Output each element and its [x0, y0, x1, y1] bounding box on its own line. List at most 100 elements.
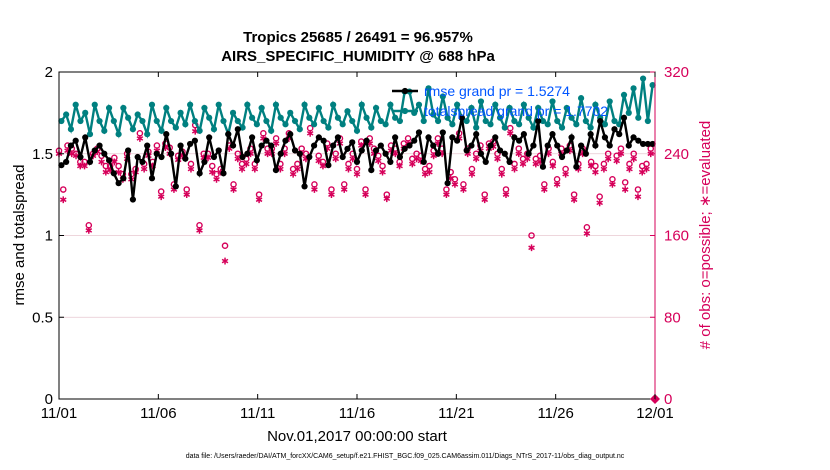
evaluated-obs-point — [596, 199, 603, 207]
totalspread-point — [430, 111, 437, 118]
totalspread-point — [415, 101, 423, 108]
totalspread-point — [191, 117, 198, 125]
evaluated-obs-point — [583, 230, 591, 237]
rmse-point — [244, 150, 251, 157]
y-tick-label: 0 — [45, 391, 53, 408]
evaluated-obs-point — [306, 129, 314, 137]
rmse-spread-series — [58, 75, 656, 203]
totalspread-point — [496, 114, 504, 121]
evaluated-obs-point — [621, 186, 629, 193]
rmse-point — [363, 137, 370, 144]
rmse-point — [463, 147, 470, 154]
rmse-point — [72, 137, 79, 144]
rmse-point — [554, 142, 561, 149]
rmse-point — [411, 137, 418, 144]
rmse-point — [253, 157, 260, 164]
evaluated-obs-point — [345, 165, 352, 173]
y-tick-label: 0.5 — [32, 309, 53, 326]
evaluated-obs-point — [383, 195, 391, 203]
rmse-point — [635, 137, 642, 144]
totalspread-point — [520, 101, 527, 108]
possible-obs-point — [592, 162, 599, 170]
totalspread-point — [358, 101, 365, 108]
evaluated-obs-point — [183, 191, 191, 199]
totalspread-point — [82, 109, 89, 116]
rmse-point — [449, 134, 456, 141]
evaluated-obs-point — [523, 155, 531, 163]
evaluated-obs-point — [549, 162, 557, 170]
rmse-point — [377, 142, 384, 149]
totalspread-point — [549, 98, 556, 105]
evaluated-obs-point — [409, 160, 416, 168]
rmse-point — [105, 157, 113, 164]
totalspread-point — [649, 81, 656, 89]
evaluated-obs-point — [511, 165, 518, 173]
possible-obs-point — [583, 224, 591, 231]
totalspread-point — [282, 121, 289, 128]
rmse-point — [597, 117, 604, 125]
evaluated-obs-point — [98, 158, 105, 166]
totalspread-point — [454, 101, 461, 108]
possible-obs-point — [208, 162, 216, 170]
rmse-point — [263, 137, 270, 144]
totalspread-point — [167, 117, 175, 125]
rmse-point — [239, 153, 246, 161]
rmse-point — [139, 158, 146, 166]
rmse-point — [82, 134, 89, 141]
rmse-point — [220, 170, 227, 177]
totalspread-point — [301, 101, 308, 108]
legend: rmse grand pr = 1.5274 totalspread grand … — [392, 83, 608, 119]
evaluated-obs-point — [374, 157, 382, 165]
rmse-point — [215, 147, 222, 154]
evaluated-obs-point — [187, 165, 195, 173]
evaluated-obs-point — [111, 158, 118, 166]
x-axis-label: Nov.01,2017 00:00:00 start — [267, 428, 448, 445]
rmse-point — [568, 134, 575, 141]
rmse-point — [501, 150, 508, 157]
x-tick-label: 12/01 — [636, 405, 674, 422]
rmse-point — [172, 183, 179, 190]
totalspread-point — [353, 127, 361, 134]
rmse-point — [587, 131, 594, 138]
y2-tick-label: 320 — [664, 64, 689, 81]
totalspread-point — [239, 124, 246, 131]
rmse-point — [601, 134, 609, 141]
legend-swatch-marker — [401, 107, 409, 115]
evaluated-obs-point — [540, 186, 548, 193]
rmse-point — [282, 137, 289, 144]
totalspread-point — [639, 75, 647, 82]
totalspread-point — [296, 126, 303, 133]
legend-swatch-marker — [401, 87, 409, 95]
rmse-point — [382, 150, 389, 157]
totalspread-point — [463, 117, 470, 125]
rmse-point — [177, 142, 184, 149]
totalspread-point — [63, 111, 70, 118]
possible-obs-point — [59, 186, 67, 193]
rmse-point — [458, 114, 465, 121]
possible-obs-point — [528, 232, 535, 239]
evaluated-obs-point — [570, 196, 578, 204]
rmse-point — [144, 142, 151, 149]
possible-obs-point — [426, 162, 433, 170]
evaluated-obs-point — [609, 181, 616, 188]
rmse-point — [277, 150, 284, 157]
evaluated-obs-point — [472, 155, 480, 163]
totalspread-point — [310, 121, 318, 128]
rmse-point — [187, 140, 194, 148]
totalspread-point — [368, 124, 375, 131]
rmse-point — [225, 131, 232, 138]
totalspread-point — [77, 117, 84, 125]
rmse-point — [506, 158, 513, 166]
rmse-point — [67, 142, 75, 149]
evaluated-obs-point — [157, 193, 165, 201]
rmse-point — [592, 142, 599, 149]
totalspread-point — [592, 101, 599, 108]
rmse-point — [644, 140, 651, 148]
rmse-point — [272, 167, 280, 174]
rmse-point — [487, 142, 494, 149]
totalspread-point — [277, 114, 284, 121]
rmse-point — [549, 131, 556, 138]
rmse-point — [630, 134, 637, 141]
rmse-point — [439, 129, 446, 136]
rmse-point — [482, 158, 489, 166]
